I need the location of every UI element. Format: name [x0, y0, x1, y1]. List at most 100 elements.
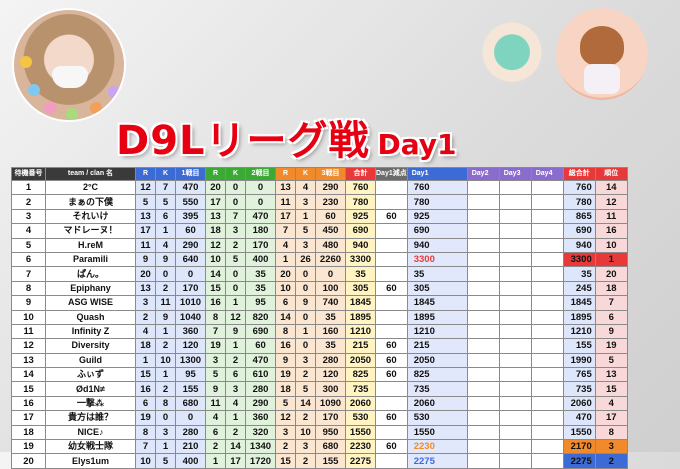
table-cell: 0	[245, 179, 276, 196]
table-cell: 7	[155, 179, 176, 196]
table-cell	[466, 309, 500, 325]
table-row: 16 一撃⁂ 6 8 680 11 4 290 5 14 1090 2060 2060 2060 4	[11, 395, 628, 412]
table-cell: 1040	[175, 309, 206, 325]
table-cell	[530, 237, 564, 253]
table-cell: 16	[594, 223, 628, 239]
table-cell: 12	[275, 410, 296, 426]
table-cell: 0	[245, 194, 276, 210]
table-cell: 60	[375, 208, 408, 225]
table-cell: 19	[275, 367, 296, 383]
table-cell	[530, 223, 564, 239]
table-cell	[498, 309, 532, 325]
table-cell: 35	[345, 266, 376, 282]
table-cell: 2	[594, 453, 628, 469]
table-cell	[375, 237, 408, 253]
table-cell: 18	[275, 381, 296, 397]
table-row: 15 Ød1N≠ 16 2 155 9 3 280 18 5 300 735 735 735 15	[11, 381, 628, 397]
illustration-character-1	[470, 20, 554, 112]
table-cell: 10	[594, 237, 628, 253]
table-cell	[466, 280, 500, 297]
column-header: 2戦目	[245, 167, 276, 181]
table-cell: 2	[155, 381, 176, 397]
column-header: 3戦目	[315, 167, 346, 181]
table-cell: 2	[155, 280, 176, 297]
table-cell: 9	[205, 381, 226, 397]
table-cell: 470	[245, 208, 276, 225]
table-cell: 4	[205, 410, 226, 426]
table-cell: 1210	[345, 323, 376, 340]
table-cell: 60	[375, 439, 408, 455]
table-cell: 16	[135, 381, 156, 397]
table-cell: 35	[406, 266, 468, 282]
table-cell: 1720	[245, 453, 276, 469]
table-cell: 1990	[562, 352, 596, 369]
table-cell: 155	[175, 381, 206, 397]
table-cell: 60	[245, 338, 276, 354]
table-cell	[466, 338, 500, 354]
table-cell: 2	[155, 338, 176, 354]
table-cell: 470	[175, 179, 206, 196]
table-cell: 680	[315, 439, 346, 455]
table-cell: 2	[275, 439, 296, 455]
table-cell	[498, 338, 532, 354]
table-cell: 20	[11, 453, 46, 469]
table-cell: 825	[345, 367, 376, 383]
table-cell: 5	[295, 223, 316, 239]
team-name-cell: ASG WISE	[45, 295, 136, 311]
table-cell: 2050	[345, 352, 376, 369]
sticker-deco	[20, 56, 32, 68]
table-row: 10 Quash 2 9 1040 8 12 820 14 0 35 1895 1895 1895 6	[11, 309, 628, 325]
table-cell: 0	[175, 266, 206, 282]
table-cell	[530, 424, 564, 441]
table-cell: 0	[225, 266, 246, 282]
table-cell	[375, 453, 408, 469]
table-cell	[375, 194, 408, 210]
table-cell: 230	[315, 194, 346, 210]
table-cell: 9	[11, 295, 46, 311]
table-cell	[466, 194, 500, 210]
team-name-cell: 2°C	[45, 179, 136, 196]
table-cell: 14	[295, 395, 316, 412]
table-cell: 925	[345, 208, 376, 225]
table-cell: 215	[345, 338, 376, 354]
table-cell: 12	[225, 309, 246, 325]
table-cell: 760	[345, 179, 376, 196]
table-row: 6 Paramili 9 9 640 10 5 400 1 26 2260 3300 3300 3300 1	[11, 251, 628, 268]
team-name-cell: それいけ	[45, 208, 136, 225]
table-cell: 16	[275, 338, 296, 354]
illustration-character-2	[556, 8, 648, 100]
table-cell: 1	[155, 223, 176, 239]
table-cell: 0	[155, 266, 176, 282]
table-cell: 3	[295, 237, 316, 253]
table-cell: 8	[11, 280, 46, 297]
table-cell: 17	[135, 223, 156, 239]
table-cell	[530, 309, 564, 325]
table-cell: 12	[135, 179, 156, 196]
table-cell: 100	[315, 280, 346, 297]
table-cell: 20	[135, 266, 156, 282]
column-header: K	[295, 167, 316, 181]
table-cell: 17	[594, 410, 628, 426]
table-cell: 305	[345, 280, 376, 297]
column-header: 総合計	[562, 167, 596, 181]
table-cell: 280	[245, 381, 276, 397]
table-cell: 3300	[562, 251, 596, 268]
table-cell: 6	[225, 367, 246, 383]
team-name-cell: Elys1um	[45, 453, 136, 469]
table-cell	[530, 453, 564, 469]
table-cell: 5	[155, 194, 176, 210]
column-header: R	[135, 167, 156, 181]
column-header: Day3	[498, 167, 532, 181]
table-cell: 1550	[562, 424, 596, 441]
table-cell: 290	[175, 237, 206, 253]
table-cell: 16	[11, 395, 46, 412]
table-cell: 12	[11, 338, 46, 354]
table-cell: 14	[205, 266, 226, 282]
table-cell	[498, 223, 532, 239]
table-cell: 2	[295, 453, 316, 469]
table-cell: 1895	[345, 309, 376, 325]
table-cell: 8	[275, 323, 296, 340]
table-cell: 7	[11, 266, 46, 282]
table-cell: 10	[205, 251, 226, 268]
table-row: 20 Elys1um 10 5 400 1 17 1720 15 2 155 2275 2275 2275…	[11, 453, 628, 469]
